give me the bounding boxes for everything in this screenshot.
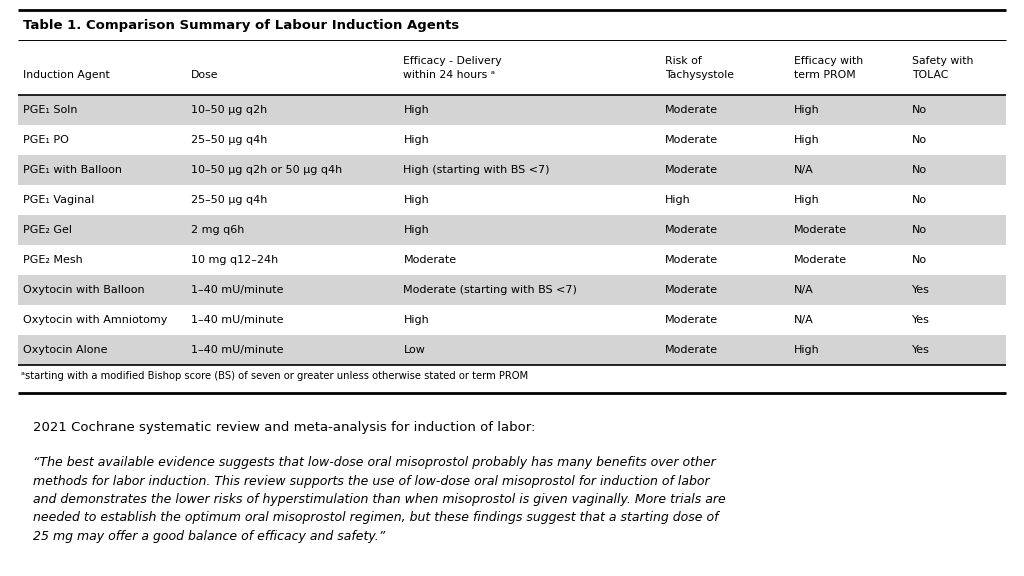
Text: High: High xyxy=(403,135,429,145)
Text: Yes: Yes xyxy=(912,345,930,355)
Text: Moderate: Moderate xyxy=(666,135,718,145)
Text: PGE₁ Soln: PGE₁ Soln xyxy=(23,105,78,115)
Text: Moderate: Moderate xyxy=(666,285,718,295)
Text: Moderate: Moderate xyxy=(794,225,847,235)
Text: 10–50 μg q2h: 10–50 μg q2h xyxy=(190,105,267,115)
Text: No: No xyxy=(912,135,928,145)
Text: PGE₂ Gel: PGE₂ Gel xyxy=(23,225,72,235)
Text: High: High xyxy=(403,315,429,325)
Text: High: High xyxy=(403,195,429,205)
Text: High (starting with BS <7): High (starting with BS <7) xyxy=(403,165,550,175)
Text: 10 mg q12–24h: 10 mg q12–24h xyxy=(190,255,279,265)
Text: Dose: Dose xyxy=(190,70,218,79)
Text: Table 1. Comparison Summary of Labour Induction Agents: Table 1. Comparison Summary of Labour In… xyxy=(23,18,459,32)
Text: High: High xyxy=(666,195,691,205)
Text: Safety with: Safety with xyxy=(912,55,974,66)
Text: No: No xyxy=(912,165,928,175)
Bar xyxy=(18,215,1006,245)
Text: term PROM: term PROM xyxy=(794,70,855,79)
Text: Yes: Yes xyxy=(912,315,930,325)
Text: Moderate: Moderate xyxy=(666,315,718,325)
Bar xyxy=(18,155,1006,185)
Text: Oxytocin Alone: Oxytocin Alone xyxy=(23,345,108,355)
Text: High: High xyxy=(403,105,429,115)
Text: PGE₁ PO: PGE₁ PO xyxy=(23,135,69,145)
Text: 1–40 mU/minute: 1–40 mU/minute xyxy=(190,345,284,355)
Text: Efficacy - Delivery: Efficacy - Delivery xyxy=(403,55,502,66)
Text: 2 mg q6h: 2 mg q6h xyxy=(190,225,245,235)
Text: N/A: N/A xyxy=(794,315,813,325)
Text: High: High xyxy=(794,195,819,205)
Text: Oxytocin with Balloon: Oxytocin with Balloon xyxy=(23,285,144,295)
Text: No: No xyxy=(912,195,928,205)
Text: Moderate: Moderate xyxy=(794,255,847,265)
Text: PGE₁ with Balloon: PGE₁ with Balloon xyxy=(23,165,122,175)
Text: Moderate (starting with BS <7): Moderate (starting with BS <7) xyxy=(403,285,578,295)
Text: 1–40 mU/minute: 1–40 mU/minute xyxy=(190,315,284,325)
Text: High: High xyxy=(403,225,429,235)
Text: No: No xyxy=(912,105,928,115)
Text: ᵃstarting with a modified Bishop score (BS) of seven or greater unless otherwise: ᵃstarting with a modified Bishop score (… xyxy=(22,371,528,381)
Text: N/A: N/A xyxy=(794,285,813,295)
Text: “The best available evidence suggests that low-dose oral misoprostol probably ha: “The best available evidence suggests th… xyxy=(33,456,726,543)
Text: within 24 hours ᵃ: within 24 hours ᵃ xyxy=(403,70,496,79)
Text: 25–50 μg q4h: 25–50 μg q4h xyxy=(190,135,267,145)
Text: Moderate: Moderate xyxy=(666,345,718,355)
Text: 2021 Cochrane systematic review and meta-analysis for induction of labor:: 2021 Cochrane systematic review and meta… xyxy=(33,421,536,434)
Text: PGE₂ Mesh: PGE₂ Mesh xyxy=(23,255,83,265)
Text: High: High xyxy=(794,105,819,115)
Text: Moderate: Moderate xyxy=(666,105,718,115)
Text: Yes: Yes xyxy=(912,285,930,295)
Text: Low: Low xyxy=(403,345,425,355)
Text: TOLAC: TOLAC xyxy=(912,70,948,79)
Text: 10–50 μg q2h or 50 μg q4h: 10–50 μg q2h or 50 μg q4h xyxy=(190,165,342,175)
Text: Induction Agent: Induction Agent xyxy=(23,70,110,79)
Text: Risk of: Risk of xyxy=(666,55,701,66)
Text: Moderate: Moderate xyxy=(666,225,718,235)
Text: Moderate: Moderate xyxy=(666,255,718,265)
Text: High: High xyxy=(794,135,819,145)
Text: No: No xyxy=(912,255,928,265)
Text: PGE₁ Vaginal: PGE₁ Vaginal xyxy=(23,195,94,205)
Text: Oxytocin with Amniotomy: Oxytocin with Amniotomy xyxy=(23,315,167,325)
Text: Moderate: Moderate xyxy=(403,255,457,265)
Text: No: No xyxy=(912,225,928,235)
Text: Moderate: Moderate xyxy=(666,165,718,175)
Bar xyxy=(18,95,1006,125)
Text: 25–50 μg q4h: 25–50 μg q4h xyxy=(190,195,267,205)
Text: N/A: N/A xyxy=(794,165,813,175)
Text: 1–40 mU/minute: 1–40 mU/minute xyxy=(190,285,284,295)
Text: Efficacy with: Efficacy with xyxy=(794,55,863,66)
Bar xyxy=(18,335,1006,365)
Text: Tachysystole: Tachysystole xyxy=(666,70,734,79)
Text: High: High xyxy=(794,345,819,355)
Bar xyxy=(18,275,1006,305)
